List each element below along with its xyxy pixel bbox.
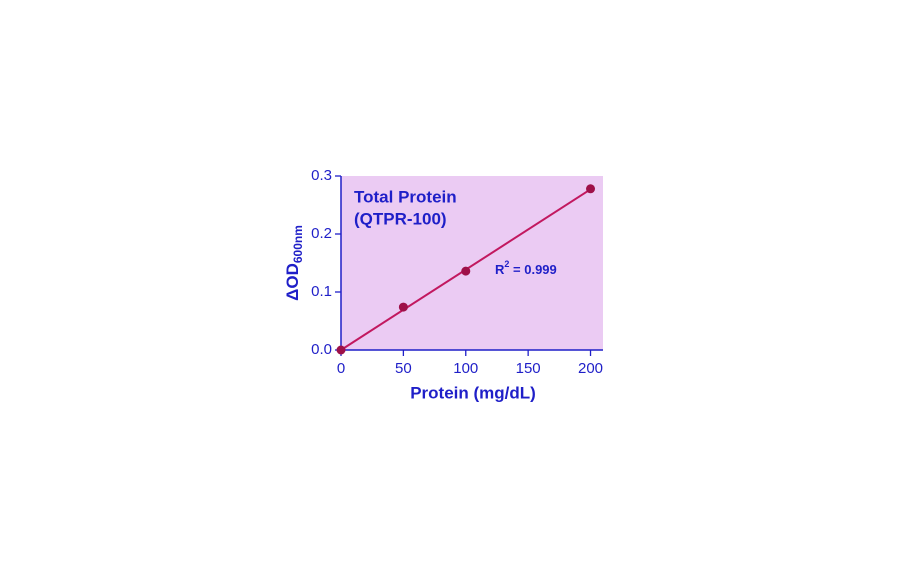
- y-tick-label: 0.2: [311, 225, 332, 242]
- x-tick-label: 50: [395, 360, 412, 377]
- data-point: [461, 266, 471, 276]
- y-axis-label: ΔOD600nm: [283, 225, 305, 301]
- chart-title: (QTPR-100): [354, 209, 447, 228]
- y-axis-label-sub: 600nm: [291, 225, 305, 263]
- y-tick-label: 0.0: [311, 341, 332, 358]
- data-point: [398, 302, 408, 312]
- data-point: [336, 345, 346, 355]
- annotation: R2 = 0.999: [495, 259, 557, 277]
- y-tick-label: 0.3: [311, 167, 332, 184]
- x-tick-label: 100: [453, 360, 478, 377]
- y-tick-label: 0.1: [311, 283, 332, 300]
- x-tick-label: 200: [578, 360, 603, 377]
- annotation-sup: 2: [504, 259, 509, 269]
- x-tick-label: 150: [516, 360, 541, 377]
- chart-title: Total Protein: [354, 187, 457, 206]
- x-tick-label: 0: [337, 360, 345, 377]
- data-point: [586, 184, 596, 194]
- y-axis-label-main: ΔOD: [283, 263, 302, 301]
- x-axis-label: Protein (mg/dL): [410, 383, 536, 402]
- annotation-rest: = 0.999: [509, 262, 556, 277]
- annotation-r: R: [495, 262, 505, 277]
